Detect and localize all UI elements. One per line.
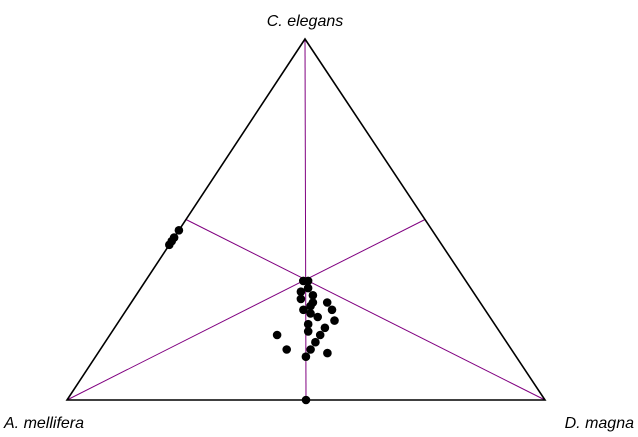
data-point — [313, 312, 323, 322]
data-point — [306, 309, 315, 318]
data-point — [299, 276, 308, 286]
data-point — [282, 345, 292, 354]
vertex-label-left: A. mellifera — [3, 415, 84, 432]
median-line-right — [185, 219, 546, 401]
data-point — [303, 283, 313, 293]
data-point — [299, 305, 308, 315]
data-point — [311, 337, 320, 347]
data-point — [296, 287, 306, 297]
vertex-label-right: D. magna — [565, 415, 634, 432]
data-point — [272, 330, 282, 340]
data-point — [301, 352, 311, 362]
median-line-left — [66, 219, 426, 401]
data-point — [322, 298, 332, 307]
data-point — [308, 291, 318, 300]
data-points — [165, 226, 339, 405]
data-point — [174, 226, 184, 235]
data-point — [306, 345, 315, 354]
data-point — [330, 316, 339, 325]
data-point — [327, 305, 337, 315]
data-point — [323, 348, 332, 358]
data-point — [165, 240, 174, 250]
median-line-top — [304, 38, 307, 401]
data-point — [303, 319, 313, 329]
data-point — [315, 330, 325, 340]
data-point — [303, 327, 313, 336]
data-point — [320, 323, 330, 333]
data-point — [296, 294, 306, 304]
vertex-label-top: C. elegans — [267, 13, 344, 30]
data-point — [301, 395, 311, 405]
data-point — [306, 301, 315, 311]
median-lines — [66, 38, 546, 401]
